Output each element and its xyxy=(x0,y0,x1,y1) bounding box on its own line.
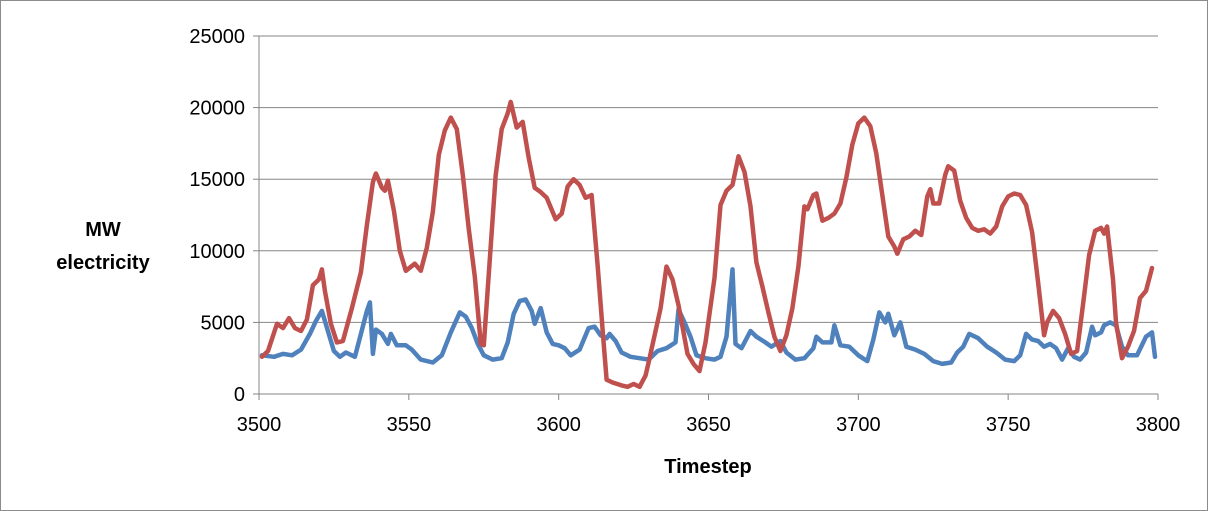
x-tick-label-3600: 3600 xyxy=(536,414,581,436)
y-tick-label-20000: 20000 xyxy=(189,98,245,120)
x-tick-label-3500: 3500 xyxy=(237,414,282,436)
x-tick-label-3750: 3750 xyxy=(986,414,1031,436)
x-axis-title: Timestep xyxy=(664,456,751,478)
gridlines xyxy=(259,35,1158,323)
y-tick-label-25000: 25000 xyxy=(189,26,245,48)
y-tick-label-15000: 15000 xyxy=(189,169,245,191)
y-axis-title-line-2: electricity xyxy=(56,252,150,274)
y-axis-title-line-1: MW xyxy=(85,219,121,241)
x-tick-label-3800: 3800 xyxy=(1136,414,1181,436)
x-tick-label-3650: 3650 xyxy=(686,414,731,436)
series-line-2 xyxy=(259,99,1155,390)
x-tick-label-3550: 3550 xyxy=(387,414,432,436)
y-tick-label-10000: 10000 xyxy=(189,241,245,263)
y-tick-label-5000: 5000 xyxy=(201,312,246,334)
series-line-1 xyxy=(259,267,1158,367)
axes xyxy=(253,35,1159,400)
tick-labels: 0 5000 10000 15000 20000 25000 3500 3550 3600 365… xyxy=(189,26,1180,436)
y-tick-label-0: 0 xyxy=(234,384,245,406)
series-lines xyxy=(259,99,1158,390)
x-tick-label-3700: 3700 xyxy=(836,414,881,436)
